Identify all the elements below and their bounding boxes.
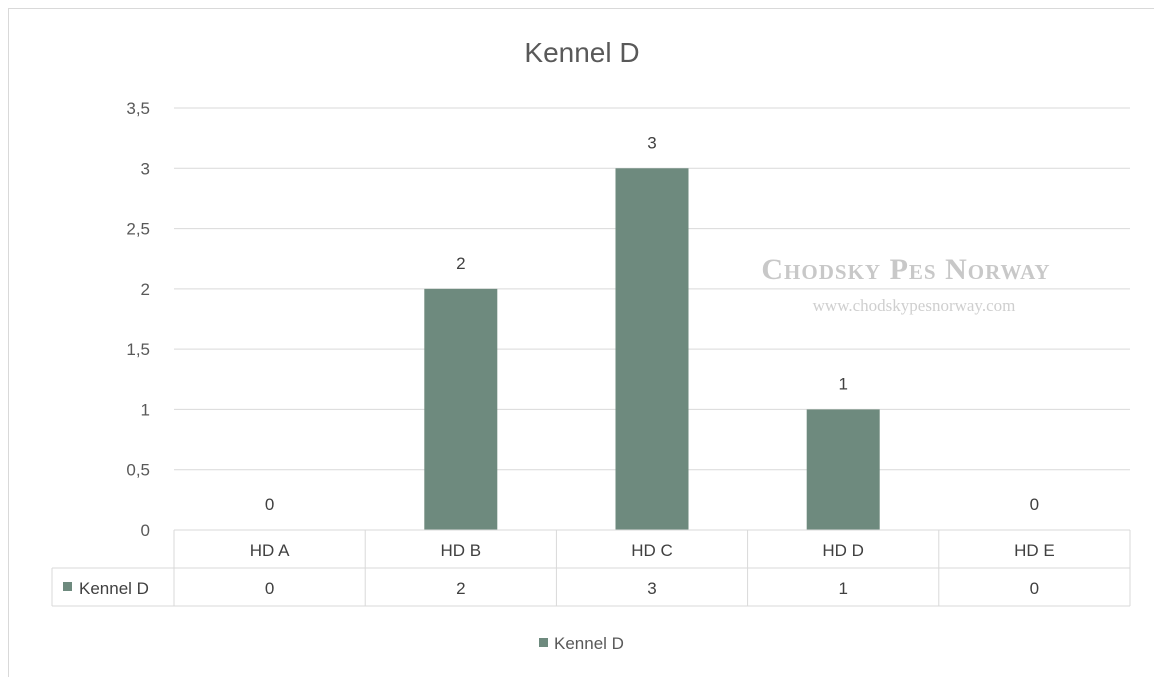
category-label: HD B [440, 541, 481, 560]
y-tick-label: 1 [141, 400, 150, 419]
category-label: HD E [1014, 541, 1055, 560]
watermark-url: www.chodskypesnorway.com [813, 296, 1016, 315]
data-label: 1 [838, 374, 847, 393]
data-label: 0 [265, 495, 274, 514]
table-legend-key [63, 582, 72, 591]
y-tick-label: 1,5 [126, 340, 150, 359]
category-label: HD C [631, 541, 673, 560]
y-tick-label: 2 [141, 280, 150, 299]
y-axis: 0 0,5 1 1,5 2 2,5 3 3,5 [126, 99, 150, 540]
bar [424, 288, 498, 530]
bar [806, 409, 880, 530]
legend-label: Kennel D [554, 634, 624, 653]
y-tick-label: 0 [141, 521, 150, 540]
y-tick-label: 3,5 [126, 99, 150, 118]
legend: Kennel D [539, 634, 624, 653]
category-label: HD A [250, 541, 290, 560]
legend-key [539, 638, 548, 647]
table-value: 0 [1030, 579, 1039, 598]
data-labels: 0 2 3 1 0 [265, 133, 1039, 514]
table-value: 2 [456, 579, 465, 598]
y-tick-label: 0,5 [126, 461, 150, 480]
y-tick-label: 2,5 [126, 220, 150, 239]
chart-title: Kennel D [524, 37, 639, 68]
data-table: HD A HD B HD C HD D HD E Kennel D 0 2 3 1 0 [51, 529, 1131, 607]
table-series-name: Kennel D [79, 579, 149, 598]
chart-frame [8, 8, 1154, 677]
bar [615, 168, 689, 531]
table-value: 3 [647, 579, 656, 598]
data-label: 0 [1030, 495, 1039, 514]
watermark: Chodsky Pes Norway www.chodskypesnorway.… [761, 253, 1050, 315]
watermark-title: Chodsky Pes Norway [761, 253, 1050, 286]
data-label: 2 [456, 254, 465, 273]
bars [424, 168, 880, 531]
data-label: 3 [647, 133, 656, 152]
category-label: HD D [822, 541, 864, 560]
y-tick-label: 3 [141, 159, 150, 178]
table-value: 1 [838, 579, 847, 598]
table-value: 0 [265, 579, 274, 598]
